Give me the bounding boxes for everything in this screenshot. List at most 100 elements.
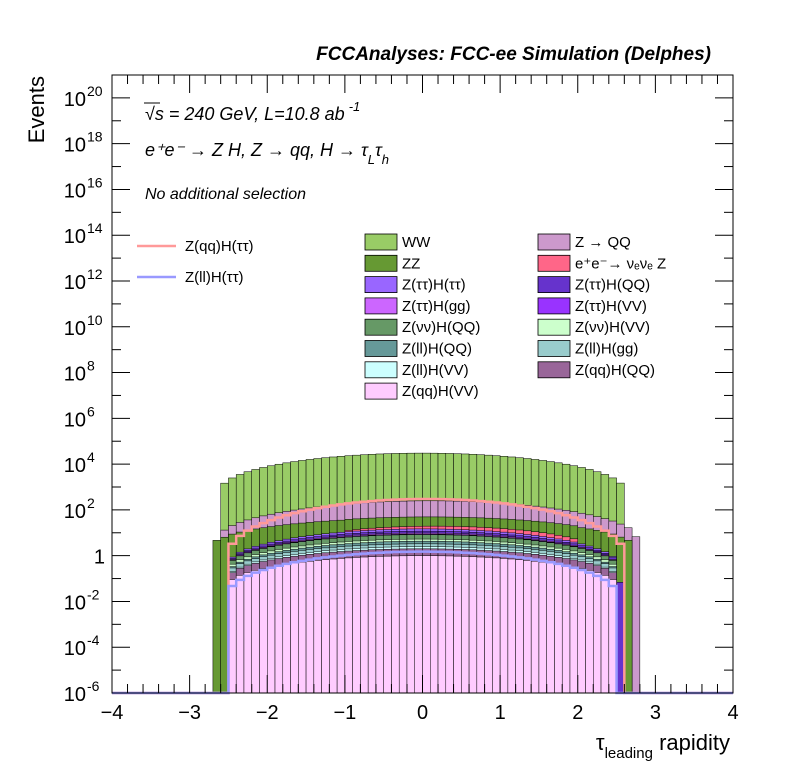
background-histograms — [212, 452, 641, 694]
bar-z-qq-h-vv — [530, 560, 540, 694]
signal-legend: Z(qq)H(ττ) Z(ll)H(ττ) — [137, 238, 254, 286]
x-axis-label: τleading rapidity — [596, 730, 730, 762]
legend-swatch — [537, 361, 571, 379]
bar-z-qq-h-vv — [569, 566, 578, 694]
legend-swatch — [364, 340, 398, 357]
x-tick-labels: −4 −3 −2 −1 0 1 2 3 4 — [101, 702, 739, 724]
y-tick-label: 1 — [94, 547, 105, 569]
legend-label: Z(νν)H(QQ) — [402, 319, 480, 336]
bar-z-qq-h-vv — [445, 555, 454, 694]
bar-z-qq-h-vv — [600, 575, 610, 694]
legend-swatch — [537, 297, 571, 315]
legend-swatch — [364, 233, 398, 251]
bar-z-qq-h-vv — [235, 575, 245, 694]
bar-z-qq-h-vv — [422, 555, 431, 694]
bar-z-qq-h-vv — [375, 556, 384, 694]
legend-label: Z(ττ)H(VV) — [575, 298, 647, 315]
x-tick-label: 2 — [572, 702, 583, 724]
legend-label: Z(ll)H(VV) — [402, 362, 469, 379]
bar-z-qq-h-vv — [251, 569, 260, 694]
x-tick-label: 1 — [495, 702, 506, 724]
bar-zz — [212, 540, 221, 694]
bar-z-qq-h-vv — [267, 566, 276, 694]
bar-z-qq-h-vv — [414, 555, 423, 694]
bar-z-qq-h-vv — [298, 561, 307, 694]
signal-histograms — [112, 497, 733, 695]
bar-z-qq-h-vv — [243, 572, 252, 694]
legend-label: Z(ll)H(QQ) — [402, 341, 472, 358]
bar-z-qq-h-vv — [430, 555, 439, 694]
legend-swatch — [537, 340, 571, 357]
energy-annotation: √s = 240 GeV, L=10.8 ab -1 — [144, 99, 360, 124]
legend-swatch — [537, 276, 571, 294]
legend-label: Z(qq)H(QQ) — [575, 362, 655, 379]
bar-z-qq-h-vv — [476, 556, 485, 694]
bar-z-qq-h-vv — [305, 560, 315, 694]
legend-swatch — [364, 318, 398, 336]
bar-z-qq-h-vv — [515, 559, 524, 694]
legend-swatch — [364, 297, 398, 315]
bar-z-qq-h-vv — [391, 555, 400, 694]
legend-swatch — [364, 382, 398, 400]
x-tick-label: −1 — [333, 702, 356, 724]
bar-z-qq-h-vv — [507, 558, 516, 694]
x-tick-label: 4 — [727, 702, 738, 724]
bar-z-qq-h-vv — [274, 565, 284, 694]
bar-z-qq — [631, 536, 641, 694]
bar-z-qq-h-vv — [554, 563, 563, 694]
bar-z-qq-h-vv — [344, 557, 353, 694]
bar-z-qq-h-vv — [484, 557, 493, 694]
signal-z-ll-h — [112, 550, 733, 695]
bar-z-qq-h-vv — [360, 556, 369, 694]
legend-label: Z(qq)H(VV) — [402, 383, 479, 400]
selection-annotation: No additional selection — [145, 186, 306, 203]
energy-text: √s = 240 GeV, L=10.8 ab -1 — [145, 99, 360, 124]
bar-z-qq-h-vv — [329, 558, 338, 694]
legend-label: Z(ττ)H(QQ) — [575, 277, 650, 294]
legend-swatch — [537, 254, 571, 272]
bar-z-qq-h-vv — [352, 557, 361, 694]
process-annotation: e⁺e⁻ → Z H, Z → qq, H → τLτh — [145, 140, 389, 167]
x-tick-label: −3 — [178, 702, 201, 724]
bar-z-qq-h-vv — [593, 572, 602, 694]
legend-label: Z(νν)H(VV) — [575, 319, 650, 336]
bar-z-qq-h-vv — [321, 559, 330, 694]
bar-z-qq-h-vv — [546, 562, 555, 694]
bar-z-qq-h-vv — [290, 562, 299, 694]
legend-label: Z(ll)H(gg) — [575, 341, 638, 358]
bar-z-qq-h-vv — [492, 557, 501, 694]
bar-z-qq-h-vv — [538, 561, 547, 694]
legend-label: WW — [402, 234, 431, 251]
y-axis-label: Events — [24, 76, 49, 143]
bar-z-qq-h-vv — [282, 563, 291, 694]
bar-z-qq-h-vv — [336, 558, 346, 694]
bar-z-qq-h-vv — [437, 555, 447, 694]
legend-swatch — [364, 254, 398, 272]
axis-ticks — [111, 74, 734, 694]
bar-z-qq-h-vv — [398, 555, 408, 694]
legend-label: Z(ll)H(ττ) — [185, 269, 244, 286]
bar-z-qq-h-vv — [461, 556, 470, 694]
legend-label: Z(ττ)H(gg) — [402, 298, 471, 315]
x-tick-label: 0 — [417, 702, 428, 724]
legend-swatch — [537, 318, 571, 336]
x-tick-label: 3 — [650, 702, 661, 724]
bar-z-qq-h-vv — [585, 569, 594, 694]
bar-z-qq-h-vv — [383, 555, 392, 694]
legend-label: ZZ — [402, 255, 420, 272]
signal-z-qq-h — [112, 497, 733, 695]
legend-label: Z(qq)H(ττ) — [185, 238, 254, 255]
background-legend: WW Z → QQ ZZ e⁺e⁻→ νₑνₑ Z Z(ττ)H(ττ) Z(ττ)H(Q… — [364, 233, 666, 400]
legend-swatch — [364, 276, 398, 294]
bar-z-qq-h-vv — [468, 556, 478, 694]
bar-z-qq-h-vv — [313, 560, 322, 694]
x-tick-label: −2 — [256, 702, 279, 724]
bar-z-qq-h-vv — [577, 568, 586, 694]
x-tick-label: −4 — [101, 702, 124, 724]
legend-label: e⁺e⁻→ νₑνₑ Z — [575, 255, 666, 272]
hist-z-qq-h-vv — [228, 555, 617, 694]
bar-z-qq-h-vv — [561, 565, 571, 694]
bar-z-qq-h-vv — [367, 556, 377, 694]
bar-z-qq-h-vv — [259, 568, 268, 694]
